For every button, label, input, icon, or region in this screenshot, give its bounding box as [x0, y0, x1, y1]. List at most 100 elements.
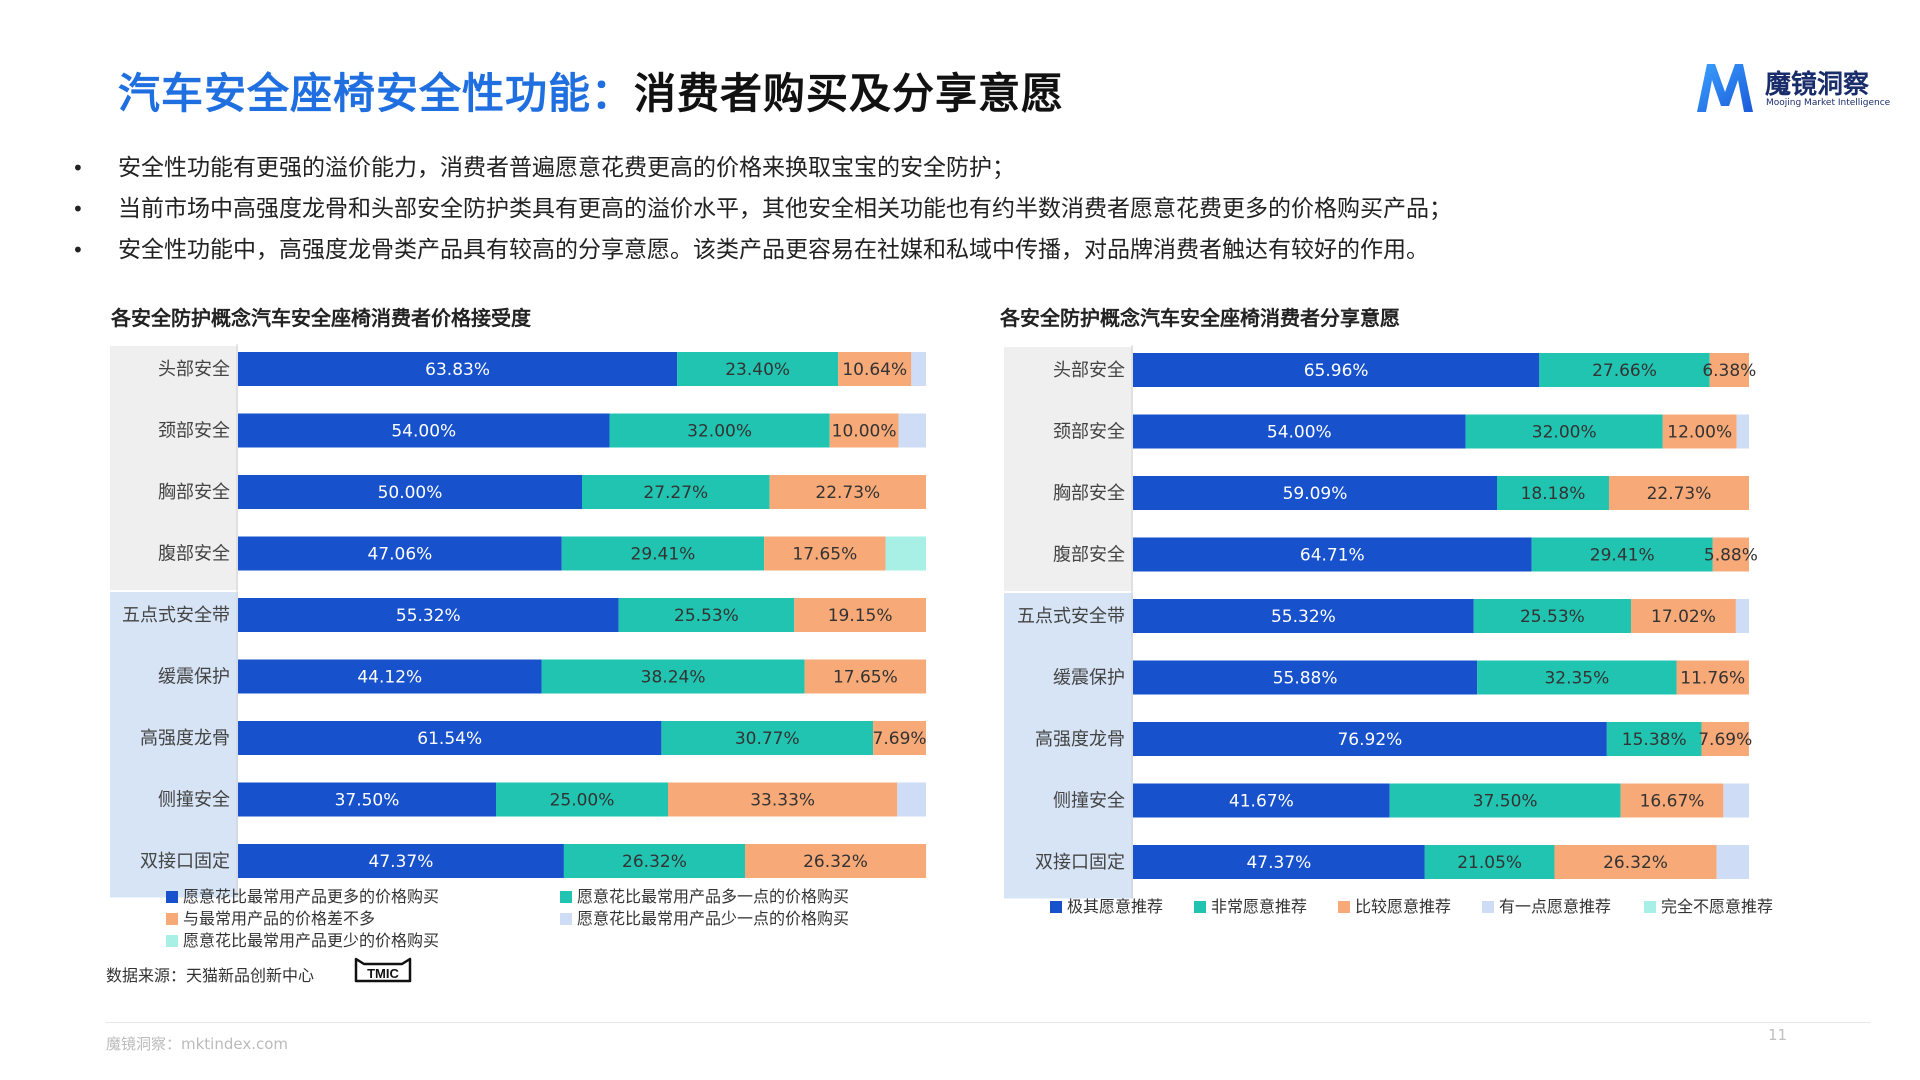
bar-segment: [238, 598, 619, 632]
data-label: 26.32%: [1603, 853, 1668, 873]
category-label: 侧撞安全: [158, 790, 230, 811]
bar-segment: [609, 413, 830, 448]
data-label: 32.00%: [1532, 423, 1597, 443]
category-band: [110, 592, 238, 898]
page-number: 11: [1768, 1026, 1788, 1044]
bar-segment: [911, 352, 926, 386]
data-label: 50.00%: [378, 483, 443, 503]
category-band: [1004, 593, 1133, 899]
data-label: 64.71%: [1300, 546, 1365, 566]
legend-swatch: [1338, 901, 1350, 913]
bullet-item: 安全性功能有更强的溢价能力，消费者普遍愿意花费更高的价格来换取宝宝的安全防护；: [72, 148, 1872, 189]
data-label: 25.00%: [550, 791, 615, 811]
bar-segment: [885, 536, 926, 571]
bar-segment: [1554, 845, 1717, 879]
bar-segment: [238, 413, 610, 448]
category-label: 高强度龙骨: [140, 728, 230, 749]
data-label: 21.05%: [1457, 853, 1522, 873]
data-label: 41.67%: [1229, 792, 1294, 812]
category-label: 缓震保护: [1053, 668, 1125, 689]
data-source: 数据来源：天猫新品创新中心: [106, 966, 315, 985]
data-label: 6.38%: [1702, 361, 1756, 381]
bar-segment: [238, 475, 582, 509]
legend-swatch: [1644, 901, 1656, 913]
data-label: 76.92%: [1337, 730, 1402, 750]
tmic-badge: TMIC: [354, 957, 412, 983]
bar-segment: [1709, 353, 1749, 387]
data-label: 12.00%: [1667, 423, 1732, 443]
legend-swatch: [1050, 901, 1062, 913]
footer-divider: [106, 1022, 1870, 1023]
category-label: 五点式安全带: [1017, 606, 1125, 627]
data-label: 26.32%: [803, 852, 868, 872]
bar-segment: [1133, 660, 1478, 695]
data-label: 27.27%: [643, 483, 708, 503]
bar-segment: [1662, 414, 1737, 449]
bar-segment: [1133, 353, 1540, 387]
data-label: 26.32%: [622, 852, 687, 872]
legend-item: 极其愿意推荐: [1050, 893, 1163, 917]
bar-segment: [1496, 476, 1609, 510]
data-label: 10.00%: [832, 422, 897, 442]
bar-segment: [1133, 414, 1466, 449]
data-label: 65.96%: [1304, 361, 1369, 381]
bar-segment: [898, 413, 926, 448]
legend-item: 非常愿意推荐: [1194, 893, 1307, 917]
bar-segment: [838, 352, 912, 386]
bar-segment: [238, 782, 496, 817]
data-label: 63.83%: [425, 360, 490, 380]
bar-segment: [744, 844, 927, 878]
bar-segment: [1723, 783, 1750, 818]
data-label: 25.53%: [674, 606, 739, 626]
bar-segment: [1389, 783, 1621, 818]
data-label: 37.50%: [335, 791, 400, 811]
data-label: 27.66%: [1592, 361, 1657, 381]
category-label: 颈部安全: [158, 421, 230, 442]
bar-segment: [1735, 599, 1749, 633]
data-label: 44.12%: [357, 668, 422, 688]
data-label: 11.76%: [1680, 669, 1745, 689]
legend-swatch: [560, 891, 572, 903]
bar-segment: [238, 352, 678, 386]
brand-logo: 魔镜洞察 Moojing Market Intelligence: [1693, 58, 1893, 118]
data-label: 25.53%: [1520, 607, 1585, 627]
bar-segment: [1606, 722, 1702, 756]
category-label: 双接口固定: [1035, 852, 1125, 873]
category-label: 头部安全: [158, 359, 230, 380]
bar-segment: [661, 721, 874, 755]
category-label: 胸部安全: [158, 482, 230, 503]
legend-swatch: [166, 913, 178, 925]
bar-segment: [1716, 845, 1749, 879]
data-label: 37.50%: [1473, 792, 1538, 812]
bar-segment: [804, 659, 927, 694]
data-label: 29.41%: [631, 545, 696, 565]
bullet-item: 安全性功能中，高强度龙骨类产品具有较高的分享意愿。该类产品更容易在社媒和私域中传…: [72, 230, 1872, 271]
chart-title-price: 各安全防护概念汽车安全座椅消费者价格接受度: [111, 306, 531, 330]
bar-segment: [1631, 599, 1736, 633]
data-label: 22.73%: [1647, 484, 1712, 504]
bar-segment: [541, 659, 805, 694]
data-label: 55.32%: [396, 606, 461, 626]
bar-segment: [1133, 599, 1474, 633]
bar-segment: [1620, 783, 1724, 818]
bar-segment: [1539, 353, 1710, 387]
data-label: 47.06%: [367, 545, 432, 565]
legend-item: 愿意花比最常用产品更多的价格购买: [166, 883, 439, 907]
legend-item: 愿意花比最常用产品更少的价格购买: [166, 927, 439, 951]
page-title: 汽车安全座椅安全性功能：消费者购买及分享意愿: [118, 69, 1065, 118]
category-label: 头部安全: [1053, 360, 1125, 381]
bar-segment: [238, 844, 564, 878]
logo-subtitle: Moojing Market Intelligence: [1766, 98, 1891, 108]
data-label: 15.38%: [1622, 730, 1687, 750]
legend-item: 比较愿意推荐: [1338, 893, 1451, 917]
legend-item: 愿意花比最常用产品少一点的价格购买: [560, 905, 849, 929]
bar-segment: [1133, 476, 1497, 510]
data-label: 55.88%: [1273, 669, 1338, 689]
bar-segment: [1701, 722, 1749, 756]
data-label: 32.35%: [1544, 669, 1609, 689]
bullet-item: 当前市场中高强度龙骨和头部安全防护类具有更高的溢价水平，其他安全相关功能也有约半…: [72, 189, 1872, 230]
legend-swatch: [1482, 901, 1494, 913]
data-label: 32.00%: [687, 422, 752, 442]
